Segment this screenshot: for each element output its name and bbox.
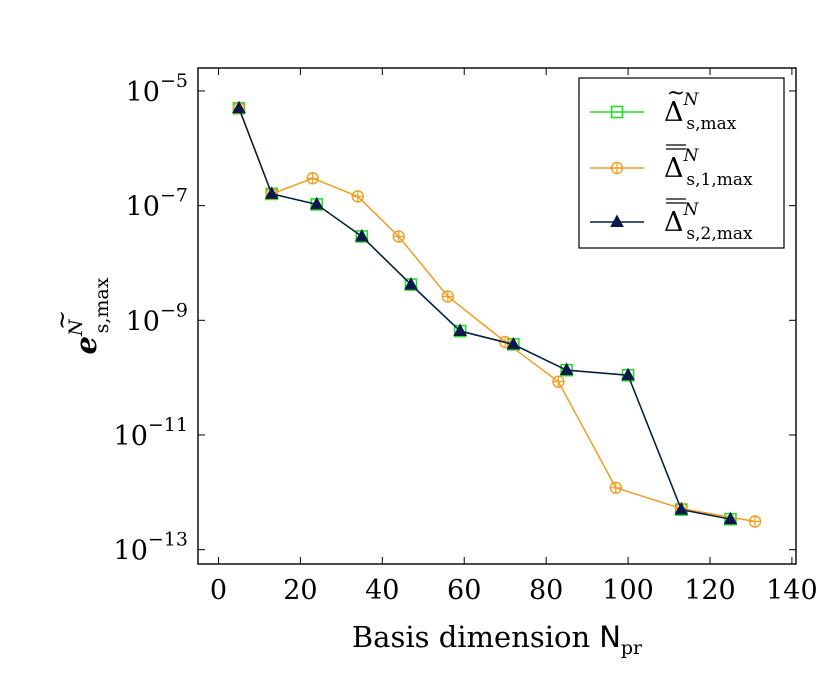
data-point — [674, 502, 689, 515]
x-axis-label-symbol: N — [599, 620, 621, 654]
legend-marker — [610, 214, 624, 227]
plot-series — [232, 100, 762, 528]
data-point — [232, 100, 246, 114]
legend-marker — [610, 161, 624, 175]
data-point — [552, 375, 565, 388]
y-tick-label: 10−5 — [126, 70, 188, 108]
x-tick-label: 140 — [766, 575, 818, 606]
svg-text:eNs,max: eN s,max — [65, 277, 113, 354]
legend-accent-tilde: ~ — [667, 81, 685, 106]
x-axis-label-text: Basis dimension — [352, 620, 590, 654]
legend-label: ΔN s,1,max — [664, 146, 753, 190]
data-point — [609, 481, 622, 494]
plot-frame — [197, 67, 797, 565]
x-axis-label-subscript: pr — [621, 637, 643, 659]
legend-label: ΔN s,max — [664, 90, 737, 134]
data-point — [354, 228, 369, 242]
data-point — [404, 277, 418, 290]
x-tick-label: 60 — [447, 575, 481, 606]
tick-marks — [198, 68, 796, 564]
x-tick-label: 0 — [210, 575, 227, 606]
y-tick-label: 10−7 — [126, 185, 188, 223]
x-tick-label: 80 — [529, 575, 563, 606]
legend-label: ΔN s,2,max — [664, 200, 753, 244]
legend: ~ΔN s,max ΔN s,1,max ΔN s,2,max — [578, 77, 785, 249]
legend-entry-3: ΔN s,2,max — [590, 198, 753, 244]
y-tick-label: 10−11 — [114, 414, 188, 452]
x-tick-label: 40 — [365, 575, 399, 606]
legend-marker — [610, 105, 624, 119]
y-axis-label-subscript: s,max — [91, 277, 113, 333]
y-axis-label-superscript: N — [65, 318, 87, 337]
data-point — [748, 515, 762, 528]
y-axis-label-tilde: ~ — [48, 310, 76, 330]
y-tick-labels: 10−5 10−7 10−9 10−11 10−13 — [114, 70, 188, 567]
legend-entry-1: ~ΔN s,max — [590, 81, 737, 134]
y-tick-label: 10−13 — [114, 529, 188, 567]
data-point — [351, 190, 364, 203]
data-point — [441, 290, 455, 303]
legend-entry-2: ΔN s,1,max — [590, 144, 753, 190]
y-axis-label: ~ eN s,max — [48, 277, 113, 354]
x-tick-labels: 0 20 40 60 80 100 120 140 — [210, 575, 818, 606]
data-point — [723, 511, 738, 525]
data-point — [392, 230, 405, 243]
x-axis-label: Basis dimension Npr — [352, 620, 643, 659]
series-3 — [232, 100, 738, 525]
data-point — [264, 186, 279, 199]
x-tick-label: 120 — [684, 575, 736, 606]
data-point — [309, 196, 324, 210]
data-point — [621, 367, 635, 381]
y-tick-label: 10−9 — [126, 299, 188, 337]
data-point — [453, 323, 467, 337]
data-point — [306, 172, 319, 185]
data-point — [506, 336, 521, 350]
x-tick-label: 20 — [283, 575, 317, 606]
y-axis-label-symbol: e — [69, 336, 103, 354]
data-point — [559, 362, 574, 376]
x-tick-label: 100 — [602, 575, 654, 606]
